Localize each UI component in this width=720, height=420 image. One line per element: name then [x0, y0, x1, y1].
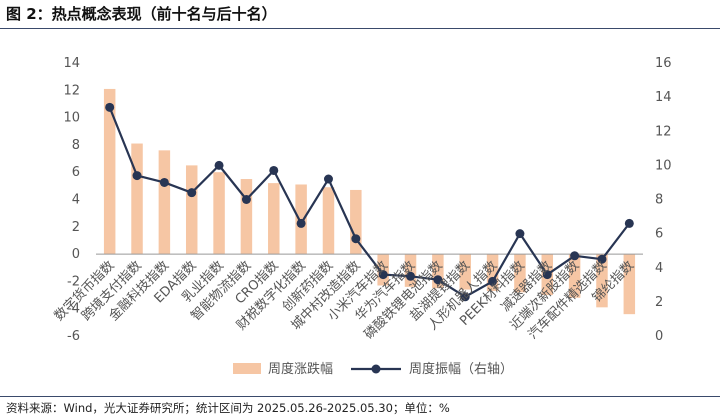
line-point — [378, 270, 388, 280]
right-tick-label: 8 — [655, 193, 663, 208]
bar — [322, 187, 335, 255]
line-point — [488, 276, 498, 286]
right-tick-label: 16 — [655, 56, 672, 71]
right-tick-label: 6 — [655, 227, 663, 242]
line-point — [105, 102, 115, 112]
bar — [240, 179, 253, 255]
bar — [213, 172, 225, 255]
chart: 14 12 10 8 6 4 2 0 -2 -4 -6 16 14 12 10 8 6 4 2 0 数字货币指数跨境… — [51, 56, 672, 377]
right-tick-label: 12 — [655, 124, 672, 139]
right-axis: 16 14 12 10 8 6 4 2 0 — [655, 56, 672, 344]
line-point — [460, 292, 470, 302]
bar — [131, 143, 143, 255]
bar — [350, 189, 362, 255]
line-point — [515, 229, 525, 239]
bar — [404, 254, 417, 287]
line-path — [108, 106, 631, 298]
bar — [514, 254, 526, 293]
legend-label-bar: 周度涨跌幅 — [268, 361, 333, 377]
line-point — [542, 270, 552, 280]
right-tick-label: 2 — [655, 295, 663, 310]
left-tick-label: 10 — [63, 111, 80, 126]
left-tick-label: -6 — [67, 329, 80, 344]
bar — [103, 88, 116, 255]
right-tick-label: 14 — [655, 90, 672, 105]
left-tick-label: 8 — [72, 138, 80, 153]
line-point — [433, 275, 443, 285]
line-point — [597, 254, 607, 264]
line-point — [132, 171, 142, 181]
line-point — [570, 251, 580, 261]
title-divider — [0, 28, 720, 29]
line-point — [624, 218, 634, 228]
legend: 周度涨跌幅 周度振幅（右轴） — [233, 361, 513, 377]
bar — [432, 254, 444, 289]
line-point — [269, 165, 279, 175]
bar — [268, 183, 280, 255]
bar — [596, 254, 608, 308]
footer-divider — [0, 396, 720, 397]
left-tick-label: 12 — [63, 83, 80, 98]
bar — [486, 254, 499, 291]
right-tick-label: 0 — [655, 329, 663, 344]
right-tick-label: 10 — [655, 158, 672, 173]
legend-label-line: 周度振幅（右轴） — [409, 361, 513, 377]
figure-source: 资料来源：Wind，光大证券研究所；统计区间为 2025.05.26-2025.… — [6, 401, 450, 415]
line-point — [323, 174, 333, 184]
line-point — [296, 218, 306, 228]
bar — [158, 150, 171, 255]
bar — [185, 165, 198, 255]
line-point — [241, 195, 251, 204]
left-tick-label: 6 — [72, 165, 80, 180]
line-point — [214, 160, 224, 170]
line-point — [159, 177, 169, 187]
legend-swatch-marker — [371, 364, 381, 374]
bar — [377, 254, 389, 286]
left-tick-label: 14 — [63, 56, 80, 71]
legend-swatch-bar — [233, 363, 261, 374]
line-point — [351, 234, 361, 244]
bar — [459, 254, 471, 290]
figure-title: 图 2：热点概念表现（前十名与后十名） — [6, 5, 277, 23]
category-axis: 数字货币指数跨境支付指数金融科技指数EDA指数乳业指数智能物流指数CRO指数财税… — [51, 258, 637, 343]
left-tick-label: 2 — [72, 220, 80, 235]
line-series — [105, 102, 634, 302]
left-tick-label: 0 — [72, 247, 80, 262]
bar — [568, 254, 581, 298]
left-axis: 14 12 10 8 6 4 2 0 -2 -4 -6 — [63, 56, 80, 344]
left-tick-label: -2 — [67, 274, 80, 289]
line-point — [187, 188, 197, 198]
bar — [623, 254, 636, 315]
right-tick-label: 4 — [655, 261, 663, 276]
left-tick-label: -4 — [67, 302, 80, 317]
line-point — [406, 271, 416, 281]
left-tick-label: 4 — [72, 193, 80, 208]
